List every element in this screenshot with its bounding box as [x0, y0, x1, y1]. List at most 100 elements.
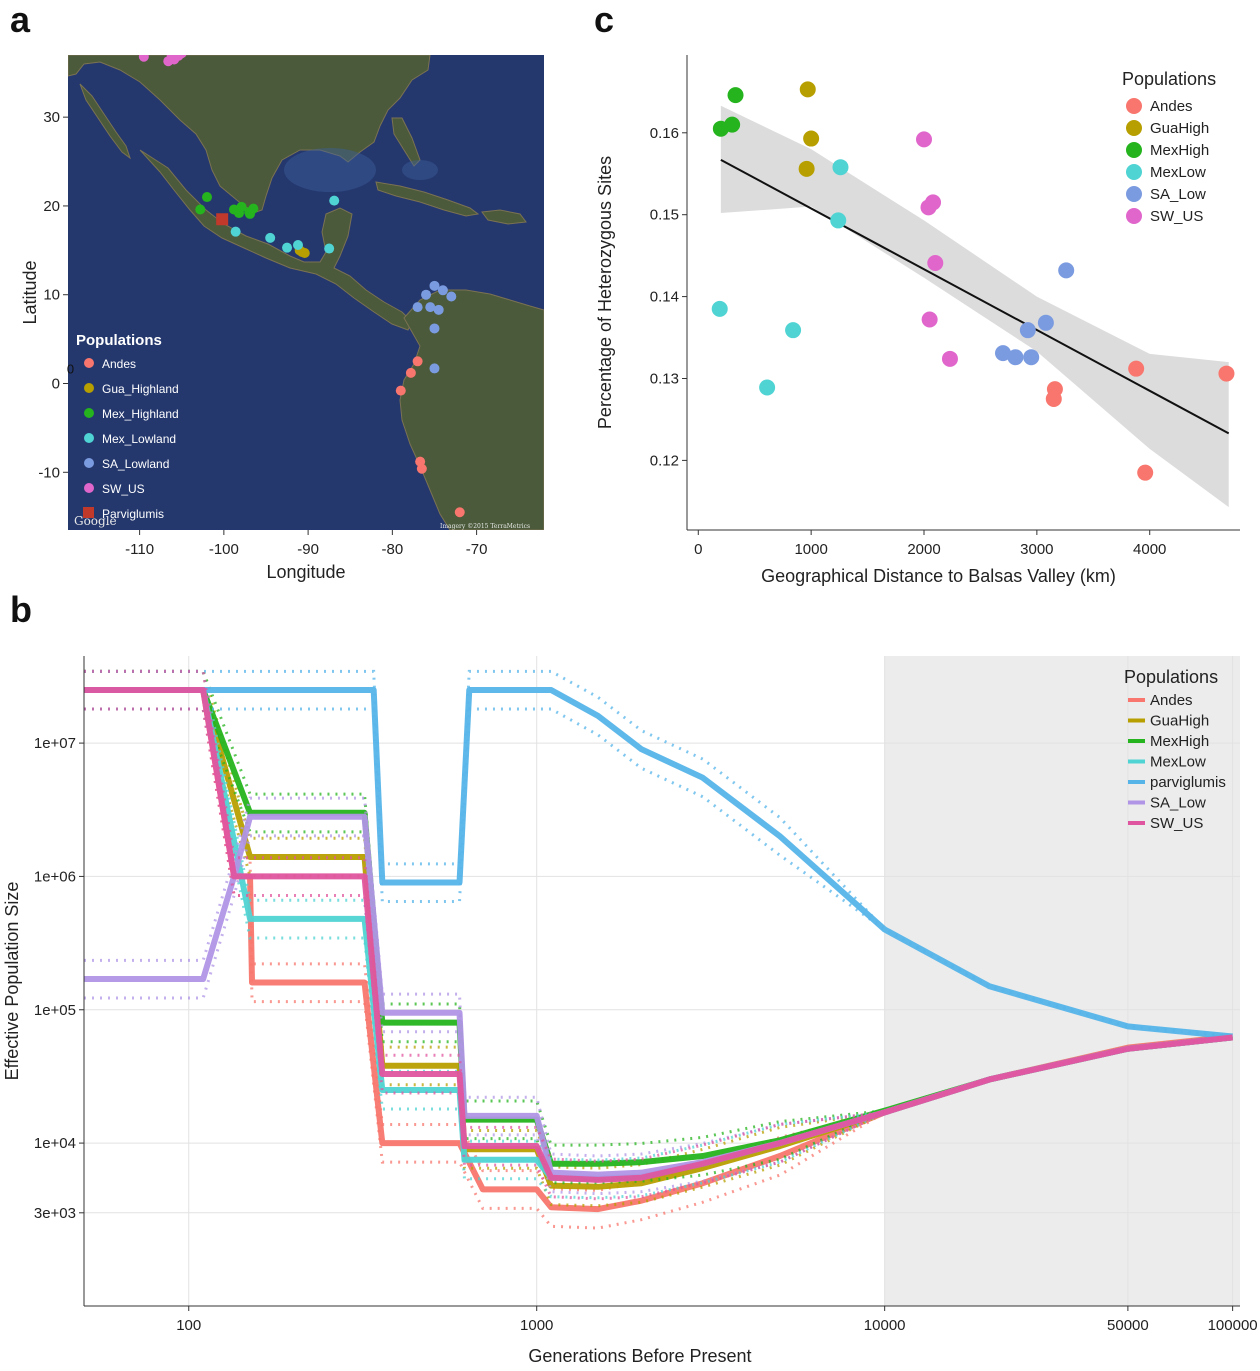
point-sw-us	[941, 350, 958, 367]
legend-title: Populations	[1122, 69, 1216, 89]
legend-swatch-andes	[84, 358, 94, 368]
y-tick-label: 1e+05	[34, 1002, 76, 1019]
grid	[84, 656, 1240, 1306]
map-gulf-shelf	[284, 148, 376, 192]
shaded-region	[884, 656, 1240, 1306]
legend-label: GuaHigh	[1150, 713, 1209, 730]
map-point-sa-lowland	[429, 323, 440, 334]
legend-label: MexHigh	[1150, 142, 1209, 159]
point-mexlow	[832, 159, 849, 176]
map-point-sw-us	[177, 55, 187, 59]
legend-swatch-parviglumis	[83, 507, 94, 518]
legend-title: Populations	[1124, 667, 1218, 687]
legend-label: MexHigh	[1150, 733, 1209, 750]
confidence-band	[720, 105, 1229, 508]
legend-swatch-andes	[1126, 98, 1142, 114]
legend-label: Gua_Highland	[102, 382, 179, 396]
x-tick-label: 100000	[1208, 1317, 1258, 1334]
series-lines	[84, 669, 1233, 1230]
y-tick-label: -10	[38, 464, 60, 481]
map-point-sa-lowland	[429, 280, 440, 291]
map-point-mex-highland	[244, 208, 255, 219]
map-point-mex-lowland	[282, 242, 293, 253]
map-point-sa-lowland	[437, 285, 448, 296]
y-axis-title: Percentage of Heterozygous Sites	[595, 156, 615, 429]
legend-label: SW_US	[102, 482, 145, 496]
y-tick-label: 3e+03	[34, 1205, 76, 1222]
scatter-axes: 0 1000 2000 3000 4000 0.12 0.13 0.14 0.15 0.16 Geo…	[595, 55, 1240, 586]
x-tick-label: -70	[466, 541, 488, 558]
imagery-credit: Imagery ©2015 TerraMetrics	[440, 523, 530, 530]
map-axes: -110 -100 -90 -80 -70-1001020300LongitudeLat…	[20, 109, 487, 582]
legend-swatch-mexhigh	[1126, 142, 1142, 158]
point-mexhigh	[712, 120, 729, 137]
point-sw-us	[916, 131, 932, 148]
point-sa-low	[1019, 322, 1036, 339]
y-tick-label: 0.16	[650, 125, 679, 142]
point-sa-low	[1037, 314, 1054, 331]
point-mexlow	[711, 300, 728, 317]
legend-swatch-sw-us	[1126, 208, 1142, 224]
map-point-sa-lowland	[425, 302, 436, 313]
y-tick-label: 1e+04	[34, 1135, 76, 1152]
legend-swatch-mex-highland	[84, 408, 94, 418]
map-bahama-shelf	[402, 160, 438, 180]
legend-swatch-gua-highland	[84, 383, 94, 393]
x-axis-title: Geographical Distance to Balsas Valley (…	[761, 566, 1116, 586]
x-tick-label: 0	[694, 541, 702, 558]
legend-swatch-sw-us	[84, 483, 94, 493]
legend-label: SW_US	[1150, 208, 1203, 225]
map-land-florida	[391, 117, 421, 167]
map-point-sa-lowland	[412, 302, 423, 313]
y-tick-label: 10	[43, 287, 60, 304]
point-andes	[1137, 464, 1154, 481]
map-point-sw-us	[166, 55, 177, 60]
x-tick-label: 4000	[1133, 541, 1166, 558]
legend-label: SW_US	[1150, 815, 1203, 832]
map-point-parviglumis	[216, 213, 229, 226]
map-panel: Google Imagery ©2015 TerraMetrics Popula…	[20, 55, 544, 582]
scatter-points	[711, 81, 1235, 481]
legend-label: parviglumis	[1150, 774, 1226, 791]
point-mexlow	[785, 322, 802, 339]
legend-label: Andes	[1150, 98, 1193, 115]
x-tick-label: 100	[176, 1317, 201, 1334]
legend-label: Andes	[102, 357, 136, 371]
map-point-mex-lowland	[265, 232, 276, 243]
x-tick-label: 50000	[1107, 1317, 1149, 1334]
legend-label: Mex_Lowland	[102, 432, 176, 446]
legend-swatch-sa-low	[1126, 186, 1142, 202]
demography-legend: Populations Andes GuaHigh MexHigh MexLow parv…	[1124, 667, 1226, 832]
map-point-sw-us	[138, 55, 149, 62]
point-andes	[1128, 360, 1145, 377]
legend-label: Parviglumis	[102, 507, 164, 521]
map-point-mex-lowland	[230, 226, 241, 237]
series-line-parviglumis	[84, 687, 1233, 1040]
map-point-gua-highland	[299, 247, 310, 258]
scatter-panel: 0 1000 2000 3000 4000 0.12 0.13 0.14 0.15 0.16 Geo…	[595, 55, 1240, 586]
map-point-mex-highland	[195, 204, 206, 215]
y-tick-label: 30	[43, 109, 60, 126]
y-tick-label: 0.12	[650, 452, 679, 469]
panel-letter-a: a	[10, 0, 31, 40]
y-tick-label: 0.14	[650, 289, 679, 306]
point-sa-low	[1023, 349, 1040, 366]
x-axis-title: Longitude	[266, 562, 345, 582]
map-point-mex-lowland	[324, 243, 335, 254]
replicate-line-sa-low	[84, 796, 1233, 1158]
y-tick-label: 0.15	[650, 207, 679, 224]
legend-label: SA_Low	[1150, 186, 1206, 203]
y-tick-label: 20	[43, 198, 60, 215]
legend-label: SA_Low	[1150, 795, 1206, 812]
point-mexlow	[830, 212, 847, 229]
y-tick-label: 0	[52, 376, 60, 393]
map-land-mexico	[139, 149, 413, 331]
scatter-legend: Populations Andes GuaHigh MexHigh MexLow SA_L…	[1122, 69, 1216, 225]
map-point-sa-lowland	[429, 363, 440, 374]
map-point-andes	[395, 385, 406, 396]
map-point-sa-lowland	[421, 289, 432, 300]
panel-letter-c: c	[594, 0, 614, 40]
point-sw-us	[921, 311, 938, 328]
legend-swatch-mexlow	[1126, 164, 1142, 180]
map-zero-label: 0	[67, 362, 74, 377]
